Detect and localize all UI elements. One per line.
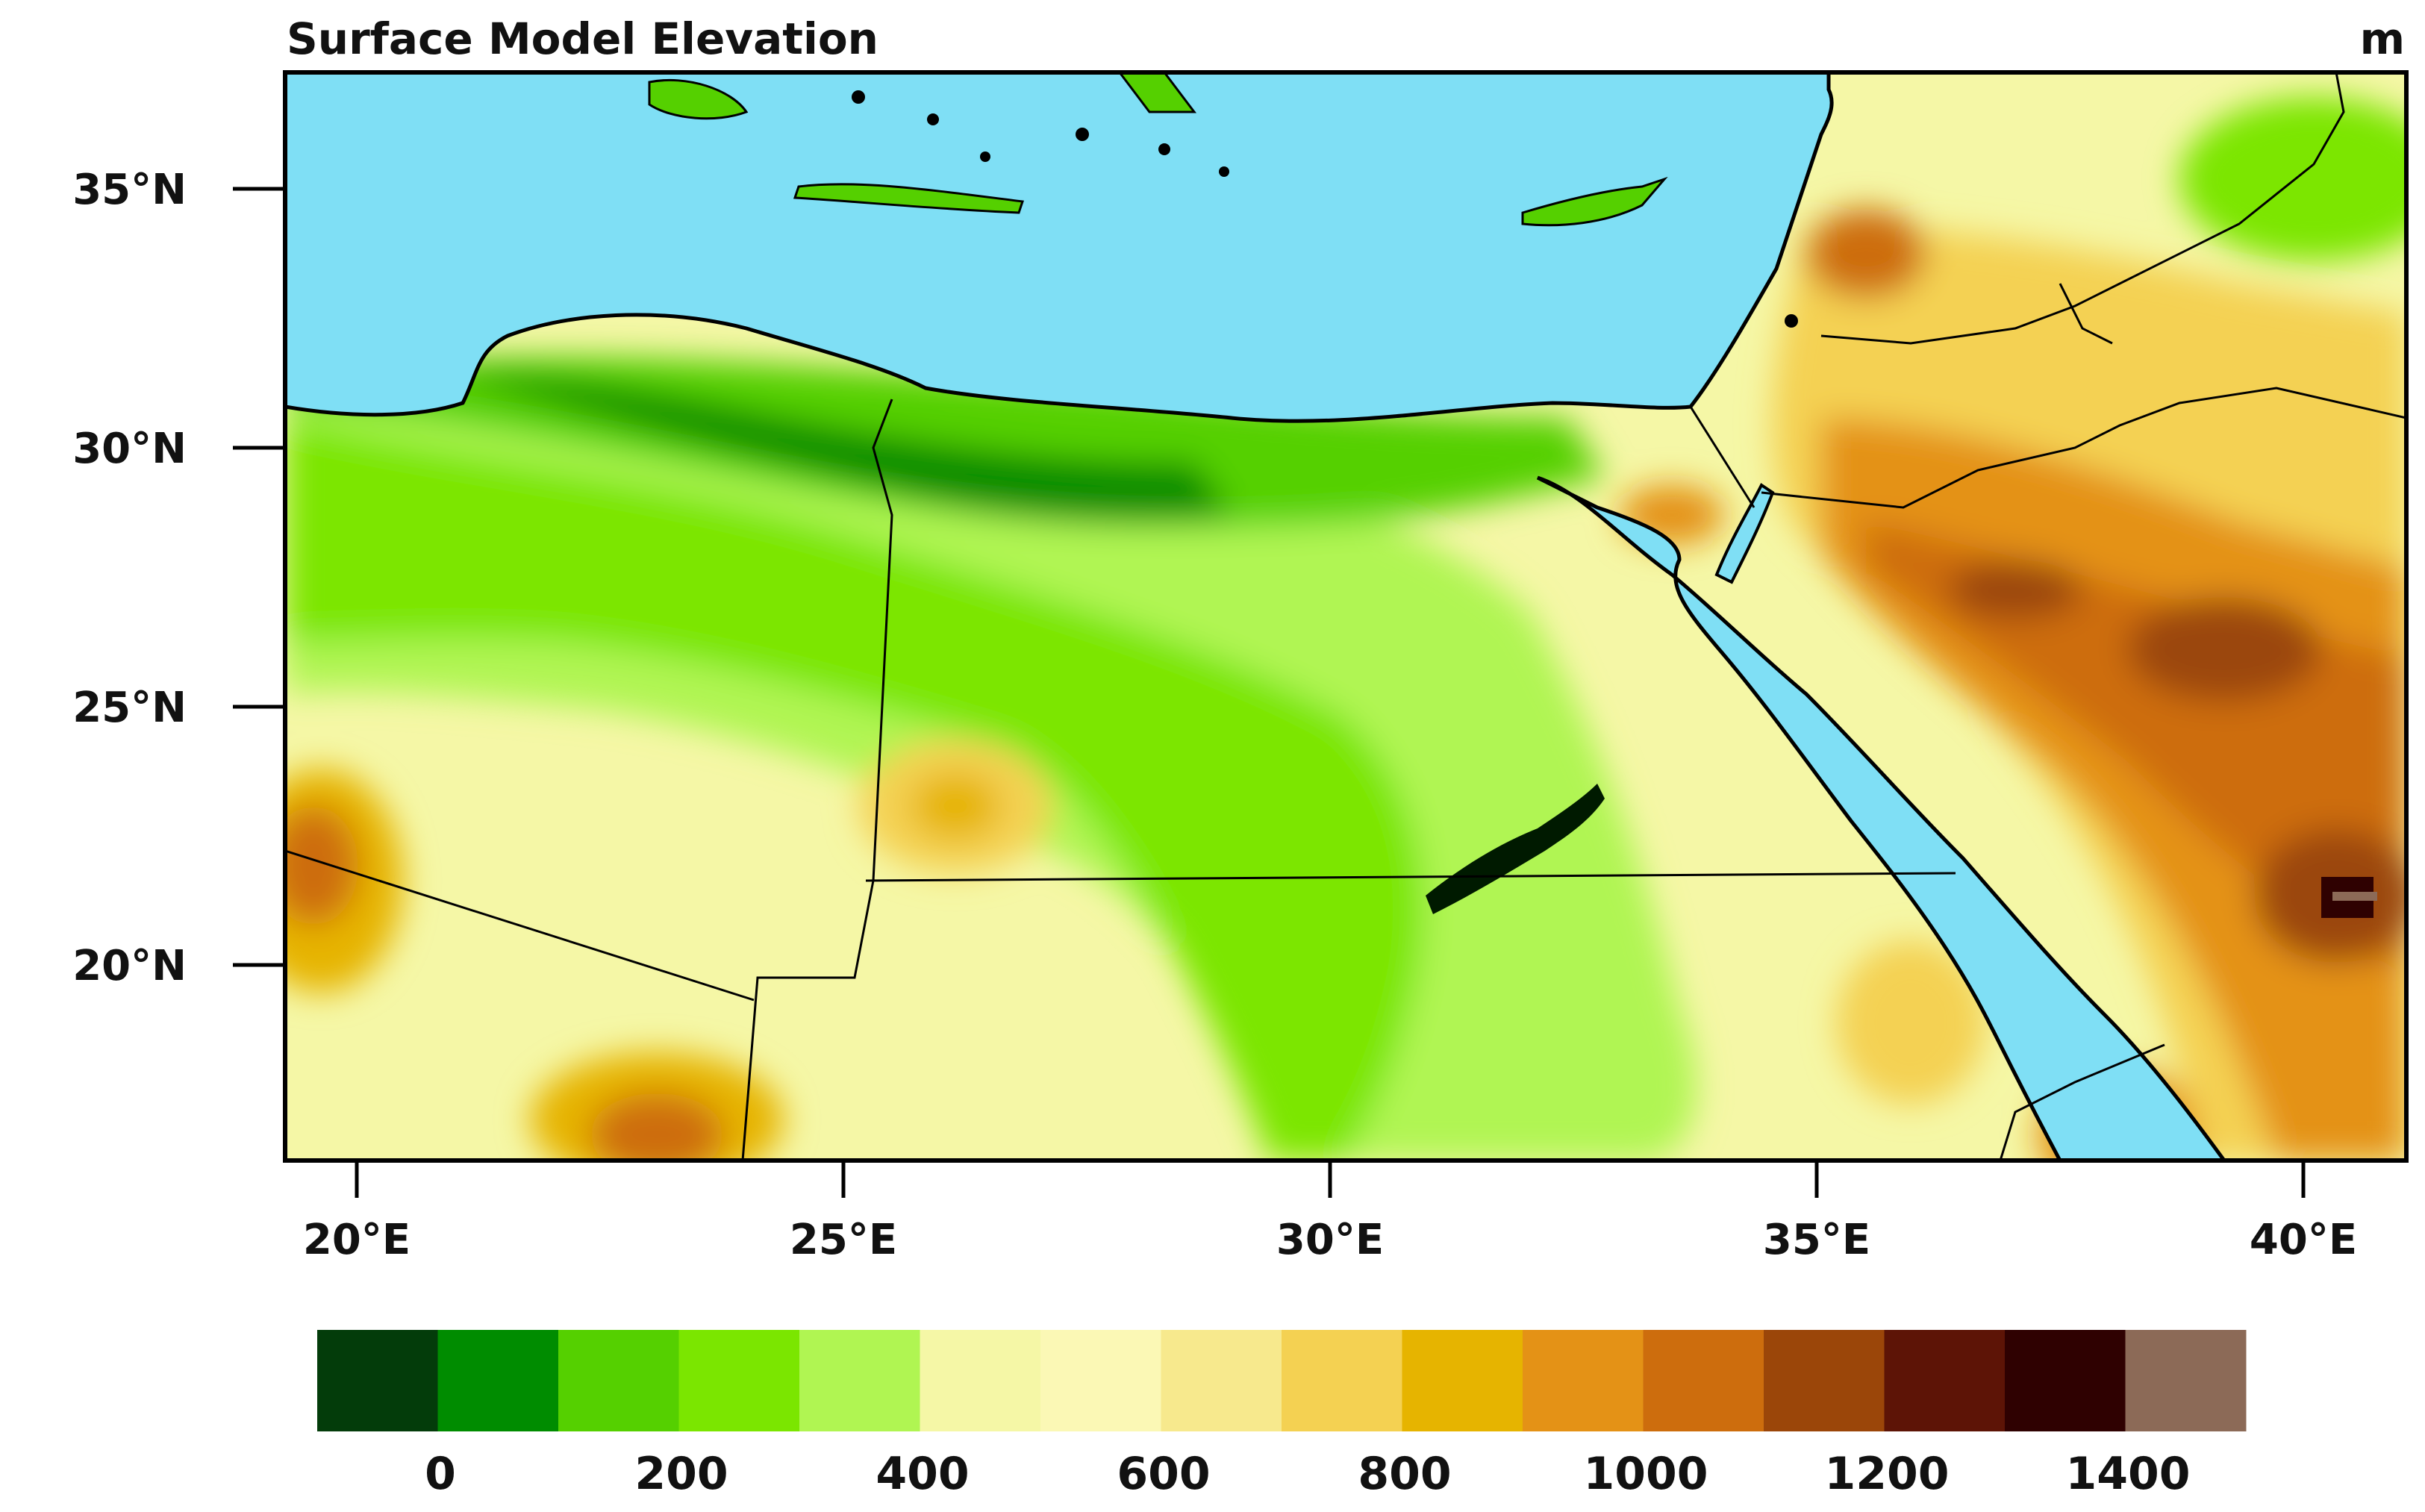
colorbar-swatch	[1040, 1330, 1161, 1431]
colorbar-label: 1200	[1825, 1448, 1950, 1500]
colorbar-swatch	[1523, 1330, 1644, 1431]
colorbar-swatch	[799, 1330, 920, 1431]
elevation-field	[285, 72, 2406, 1160]
colorbar-swatch	[1282, 1330, 1402, 1431]
red-sea	[1536, 475, 2227, 1160]
colorbar-swatch	[1161, 1330, 1282, 1431]
colorbar-swatch	[2005, 1330, 2126, 1431]
colorbar	[317, 1330, 2247, 1431]
colorbar-label: 200	[634, 1448, 728, 1500]
longitude-axis: 20°E 25°E 30°E 35°E 40°E	[303, 1160, 2357, 1264]
colorbar-label: 800	[1358, 1448, 1451, 1500]
lake-nasser	[1426, 784, 1605, 914]
colorbar-label: 400	[876, 1448, 969, 1500]
red-sea-hills	[1836, 940, 1985, 1105]
colorbar-label: 1400	[2066, 1448, 2191, 1500]
colorbar-swatch	[1764, 1330, 1885, 1431]
colorbar-label: 1000	[1584, 1448, 1708, 1500]
map-frame	[283, 70, 2409, 1163]
lon-label-20: 20°E	[303, 1216, 411, 1264]
country-borders	[285, 72, 2406, 1160]
lat-label-20: 20°N	[72, 942, 187, 990]
lon-label-40: 40°E	[2250, 1216, 2357, 1264]
crete	[793, 183, 1025, 214]
colorbar-swatch	[920, 1330, 1041, 1431]
colorbar-swatch	[2125, 1330, 2247, 1431]
lat-label-30: 30°N	[72, 425, 187, 473]
lat-label-25: 25°N	[72, 684, 187, 732]
mediterranean-sea	[285, 72, 1834, 423]
libya-chad-border	[285, 849, 755, 1002]
colorbar-swatch	[1643, 1330, 1764, 1431]
colorbar-label: 600	[1117, 1448, 1210, 1500]
colorbar-labels: 0 200 400 600 800 1000 1200 1400	[425, 1448, 2190, 1500]
green-lowland	[285, 418, 1423, 1160]
colorbar-swatch	[1402, 1330, 1523, 1431]
peloponnese	[648, 78, 749, 120]
syria-lowland	[2179, 97, 2406, 261]
colorbar-swatch	[1884, 1330, 2006, 1431]
lebanon-mountains	[1806, 209, 1926, 299]
lon-label-35: 35°E	[1763, 1216, 1870, 1264]
lat-label-35: 35°N	[72, 166, 187, 214]
units-label: m	[2360, 13, 2405, 64]
colorbar-swatch	[678, 1330, 800, 1431]
lon-label-30: 30°E	[1276, 1216, 1384, 1264]
lon-label-25: 25°E	[790, 1216, 897, 1264]
qattara-depression	[448, 373, 1232, 522]
map-title: Surface Model Elevation	[287, 13, 878, 64]
colorbar-swatch	[317, 1330, 438, 1431]
colorbar-swatch	[437, 1330, 559, 1431]
map-panel	[285, 72, 2406, 1160]
colorbar-label: 0	[425, 1448, 456, 1500]
cyprus	[1521, 176, 1668, 227]
egypt-sudan-border	[865, 872, 1956, 882]
latitude-axis: 35°N 30°N 25°N 20°N	[72, 166, 285, 990]
colorbar-swatch	[558, 1330, 679, 1431]
